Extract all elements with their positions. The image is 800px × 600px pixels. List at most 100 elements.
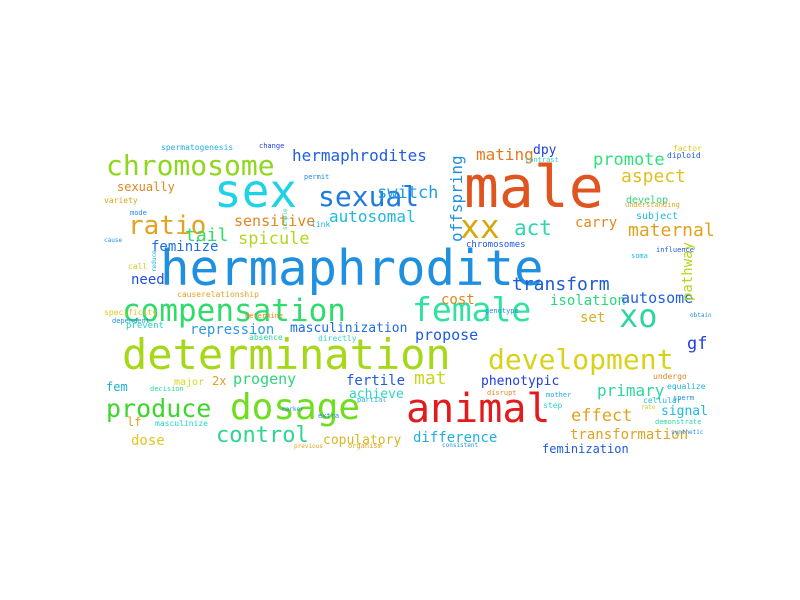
word-ratio: ratio	[128, 211, 207, 241]
word-determine: determine	[245, 312, 283, 320]
word-marker: marker	[282, 406, 304, 413]
word-achieve: achieve	[349, 387, 404, 402]
word-simple: simple	[282, 208, 289, 230]
word-primary: primary	[597, 381, 665, 400]
word-repression: repression	[190, 322, 275, 338]
word-prevent: prevent	[126, 321, 164, 331]
word-mat: mat	[414, 368, 447, 389]
word-masculinization: masculinization	[290, 321, 408, 336]
word-xo: xo	[619, 297, 658, 335]
word-female: female	[412, 290, 532, 329]
word-directly: directly	[318, 334, 357, 343]
word-progeny: progeny	[233, 370, 297, 388]
word-set: set	[580, 310, 606, 326]
word-propose: propose	[415, 326, 479, 344]
word-equalize: equalize	[667, 382, 706, 391]
word-mother: mother	[546, 391, 572, 399]
word-specificity: specificity	[104, 308, 157, 317]
word-effect: effect	[571, 406, 633, 426]
word-organism: organism	[348, 442, 382, 450]
word-sexually: sexually	[117, 180, 175, 194]
word-autosomal: autosomal	[329, 207, 416, 226]
word-autosome: autosome	[621, 289, 694, 307]
word-isolation: isolation	[550, 293, 626, 309]
word-cellular: cellular	[643, 396, 682, 405]
word-rate: rate	[641, 404, 656, 411]
word-copulatory: copulatory	[323, 433, 402, 448]
word-development: development	[488, 343, 674, 376]
word-tail: tail	[185, 225, 229, 246]
word-chromosomes: chromosomes	[466, 240, 526, 250]
word-genotype: genotype	[485, 307, 519, 315]
word-act: act	[514, 216, 552, 240]
word-male: male	[464, 153, 604, 221]
word-promote: promote	[593, 150, 665, 170]
word-cause: cause	[104, 237, 123, 244]
word-influence: influence	[656, 246, 694, 254]
word-absence: absence	[249, 333, 283, 342]
word-lf: lf	[127, 415, 142, 429]
word-consistent: consistent	[442, 442, 479, 449]
word-control: control	[216, 423, 309, 448]
word-produce: produce	[106, 394, 212, 423]
word-link: link	[311, 220, 331, 229]
word-transformation: transformation	[570, 427, 689, 443]
word-hermaphrodite: hermaphrodite	[160, 240, 544, 297]
word-signal: signal	[661, 404, 708, 419]
word-compensation: compensation	[122, 293, 346, 329]
word-understanding: understanding	[625, 201, 680, 209]
word-sexual: sexual	[318, 180, 420, 213]
word-causerelationship: causerelationship	[177, 290, 259, 299]
word-sex: sex	[214, 164, 298, 218]
word-reduce: reduce	[151, 250, 158, 272]
word-spermatogenesis: spermatogenesis	[161, 143, 234, 152]
word-sensitive: sensitive	[234, 212, 316, 230]
word-hermaphrodites: hermaphrodites	[292, 146, 427, 165]
word-subject: subject	[636, 211, 679, 222]
word-step: step	[543, 401, 563, 410]
word-maternal: maternal	[628, 220, 715, 241]
word-dosage: dosage	[230, 387, 361, 428]
word-determination: determination	[122, 330, 451, 379]
word-2x: 2x	[212, 374, 227, 388]
word-develop: develop	[626, 195, 669, 206]
word-change: change	[259, 142, 285, 150]
word-mode: mode	[130, 209, 147, 217]
word-disrupt: disrupt	[487, 389, 517, 397]
word-decision: decision	[150, 385, 184, 393]
word-extra: extra	[318, 412, 340, 420]
word-spicule: spicule	[238, 229, 310, 249]
word-permit: permit	[304, 173, 330, 181]
word-synthetic: synthetic	[671, 429, 704, 436]
word-diploid: diploid	[667, 151, 701, 160]
word-aspect: aspect	[621, 166, 687, 187]
word-previous: previous	[294, 443, 323, 450]
word-fem: fem	[106, 380, 128, 394]
word-offspring: offspring	[447, 155, 466, 242]
word-partial: partial	[357, 396, 387, 404]
word-cost: cost	[441, 292, 475, 308]
word-difference: difference	[413, 430, 498, 446]
word-contrast: contrast	[525, 156, 559, 164]
word-sperm: sperm	[673, 394, 695, 402]
word-call: call	[128, 262, 148, 271]
word-switch: switch	[377, 183, 439, 203]
word-factor: factor	[673, 144, 702, 153]
word-dependent: dependent	[112, 317, 150, 325]
word-phenotypic: phenotypic	[481, 374, 560, 389]
word-dpy: dpy	[533, 143, 557, 158]
word-need: need	[131, 272, 165, 288]
word-feminize: feminize	[151, 239, 219, 255]
word-undergo: undergo	[653, 372, 687, 381]
word-feminization: feminization	[542, 442, 629, 456]
word-major: major	[174, 377, 205, 388]
word-obtain: obtain	[690, 312, 712, 319]
word-gf: gf	[687, 334, 708, 354]
word-xx: xx	[460, 207, 500, 246]
word-chromosome: chromosome	[106, 149, 275, 182]
word-demonstrate: demonstrate	[655, 418, 702, 426]
word-transform: transform	[512, 274, 610, 295]
word-carry: carry	[575, 215, 618, 231]
word-dose: dose	[131, 433, 165, 449]
